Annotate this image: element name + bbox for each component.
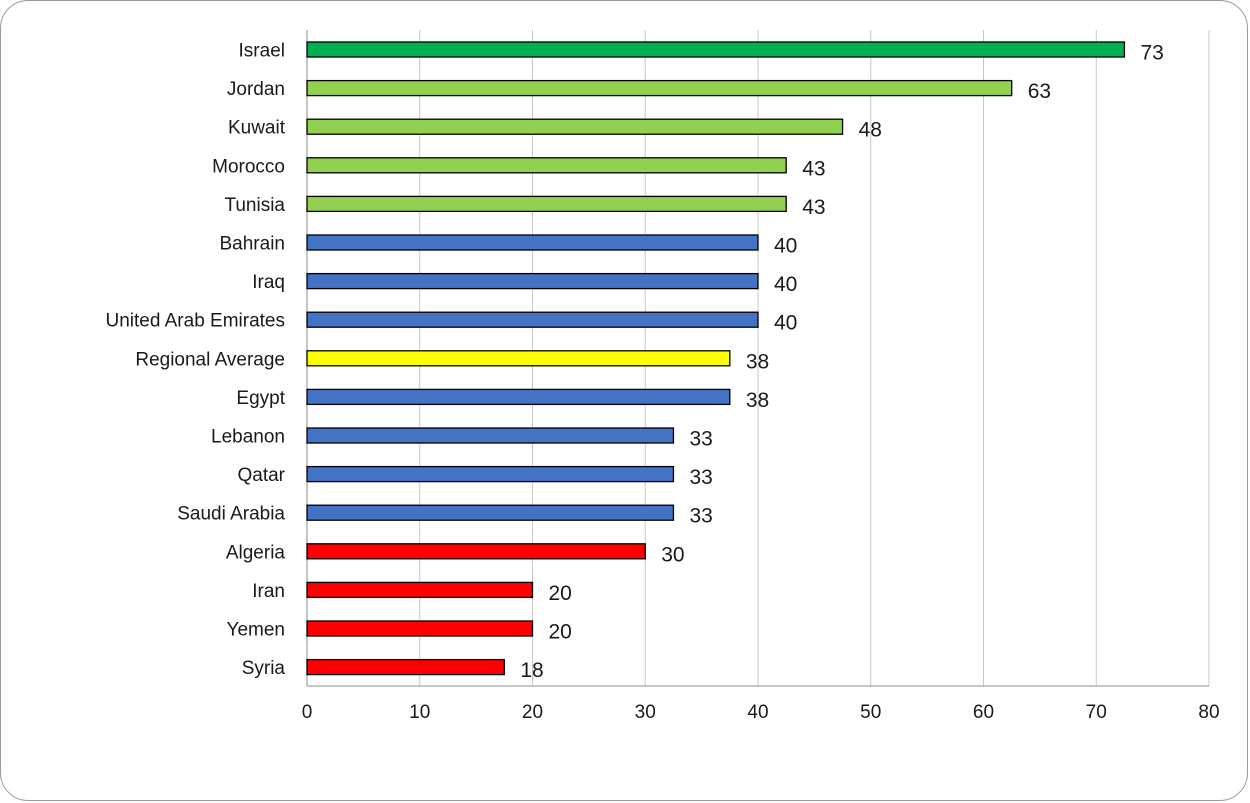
category-label: Saudi Arabia (177, 504, 285, 525)
x-tick-label: 30 (635, 702, 656, 723)
category-label: Morocco (212, 156, 285, 177)
category-label: Regional Average (135, 349, 285, 370)
bar (306, 543, 646, 560)
bar (306, 272, 759, 290)
bar (306, 311, 759, 328)
data-label: 33 (689, 505, 712, 528)
bar (306, 581, 534, 599)
data-label: 40 (774, 312, 797, 335)
data-label: 73 (1140, 42, 1163, 65)
x-tick-label: 10 (409, 702, 430, 723)
x-tick-label: 70 (1086, 702, 1107, 723)
bar (306, 350, 731, 367)
bar (306, 234, 759, 251)
category-label: Egypt (236, 388, 285, 409)
data-label: 43 (802, 196, 825, 219)
category-label: Syria (242, 658, 286, 679)
category-label: Algeria (226, 542, 286, 563)
category-label: Qatar (237, 465, 285, 486)
data-label: 33 (689, 466, 712, 489)
bar (306, 195, 787, 213)
category-label: Yemen (227, 620, 285, 641)
data-label: 40 (774, 235, 797, 258)
category-label: United Arab Emirates (105, 311, 285, 332)
bar (306, 620, 534, 637)
bar (306, 79, 1013, 97)
category-label: Jordan (227, 79, 285, 100)
x-tick-label: 80 (1198, 702, 1219, 723)
data-label: 40 (774, 273, 797, 296)
bar (306, 118, 844, 135)
data-label: 38 (746, 350, 769, 373)
category-label: Bahrain (220, 234, 286, 255)
bar (306, 465, 675, 483)
x-tick-label: 20 (522, 702, 543, 723)
bar (306, 427, 675, 444)
data-label: 20 (549, 621, 572, 644)
data-label: 30 (661, 543, 684, 566)
category-label: Iraq (252, 272, 285, 293)
x-tick-label: 40 (747, 702, 768, 723)
data-label: 48 (859, 119, 882, 142)
category-label: Lebanon (211, 427, 285, 448)
x-tick-label: 60 (973, 702, 994, 723)
bar (306, 388, 731, 406)
category-label: Kuwait (228, 118, 286, 139)
data-label: 63 (1028, 80, 1051, 103)
category-label: Tunisia (224, 195, 285, 216)
bar (306, 504, 675, 521)
bar (306, 157, 787, 174)
bar (306, 658, 505, 676)
category-label: Iran (252, 581, 285, 602)
bar (306, 41, 1126, 58)
x-tick-label: 50 (860, 702, 881, 723)
category-label: Israel (239, 41, 285, 62)
data-label: 38 (746, 389, 769, 412)
data-label: 20 (549, 582, 572, 605)
data-label: 33 (689, 428, 712, 451)
x-tick-label: 0 (302, 702, 313, 723)
data-label: 43 (802, 157, 825, 180)
data-label: 18 (520, 659, 543, 682)
